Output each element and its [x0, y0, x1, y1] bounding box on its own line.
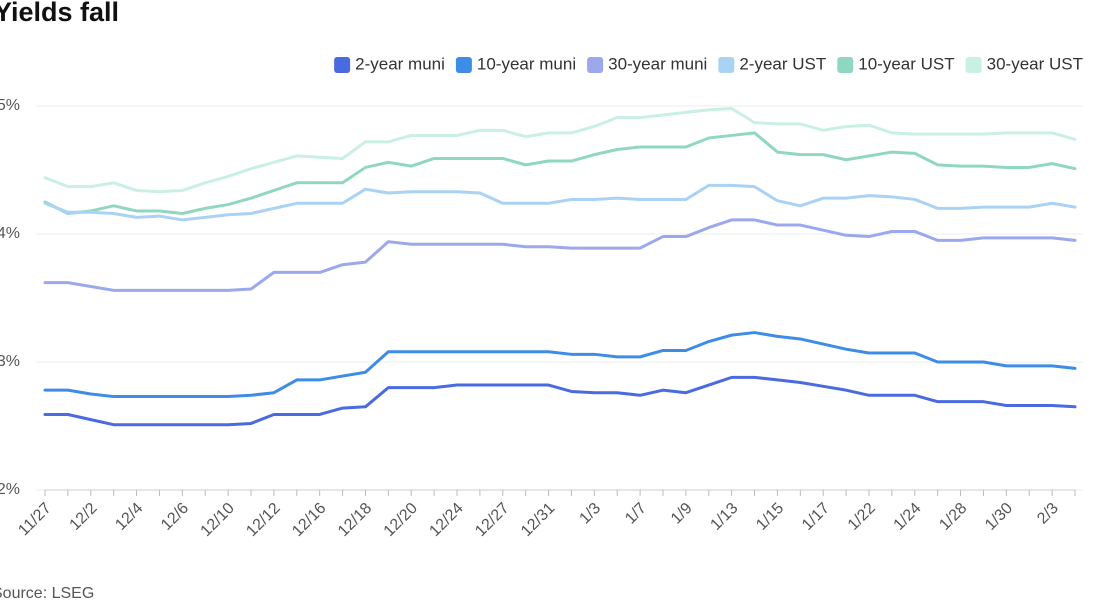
x-tick-label: 1/9 — [668, 500, 696, 528]
legend-label: 10-year UST — [858, 54, 954, 73]
x-tick-label: 1/15 — [753, 500, 787, 534]
y-tick-label: 4% — [0, 225, 20, 242]
x-tick-label: 11/27 — [15, 500, 55, 540]
x-tick-label: 1/22 — [845, 500, 879, 534]
x-tick-label: 1/30 — [982, 500, 1016, 534]
x-tick-label: 12/4 — [112, 500, 146, 534]
y-tick-label: 3% — [0, 353, 20, 370]
series-line — [43, 183, 1077, 222]
legend-label: 2-year muni — [355, 54, 445, 73]
series-line — [43, 375, 1077, 427]
legend-swatch — [837, 57, 854, 73]
x-tick-label: 1/13 — [707, 500, 741, 534]
x-tick-label: 1/17 — [799, 500, 833, 534]
y-tick-label: 2% — [0, 481, 20, 498]
chart-title: Yields fall — [0, 0, 119, 27]
legend-label: 30-year UST — [987, 54, 1083, 73]
series-line — [43, 218, 1077, 292]
legend-swatch — [965, 57, 982, 73]
legend: 2-year muni 10-year muni 30-year muni 2-yea… — [334, 54, 1083, 73]
legend-swatch — [334, 57, 351, 73]
x-tick-label: 12/24 — [426, 500, 466, 540]
x-tick-label: 12/10 — [198, 500, 238, 540]
x-tick-label: 12/18 — [335, 500, 375, 540]
legend-label: 2-year UST — [739, 54, 826, 73]
x-tick-label: 12/27 — [472, 500, 512, 540]
legend-swatch — [718, 57, 735, 73]
x-tick-label: 2/3 — [1034, 500, 1062, 528]
legend-swatch — [455, 57, 472, 73]
legend-swatch — [587, 57, 604, 73]
series-line — [43, 107, 1077, 194]
x-tick-label: 1/7 — [622, 500, 650, 528]
series-line — [43, 131, 1077, 216]
y-tick-label: 5% — [0, 97, 20, 114]
x-tick-label: 1/3 — [576, 500, 604, 528]
x-tick-label: 12/6 — [158, 500, 192, 534]
x-tick-label: 1/24 — [891, 500, 925, 534]
x-tick-label: 1/28 — [936, 500, 970, 534]
legend-label: 30-year muni — [608, 54, 707, 73]
source-note: Source: LSEG — [0, 585, 94, 600]
legend-label: 10-year muni — [477, 54, 576, 73]
x-tick-label: 12/2 — [67, 500, 101, 534]
series-line — [43, 331, 1077, 399]
x-tick-label: 12/16 — [289, 500, 329, 540]
x-tick-label: 12/31 — [518, 500, 558, 540]
x-tick-label: 12/12 — [243, 500, 283, 540]
x-tick-label: 12/20 — [381, 500, 421, 540]
